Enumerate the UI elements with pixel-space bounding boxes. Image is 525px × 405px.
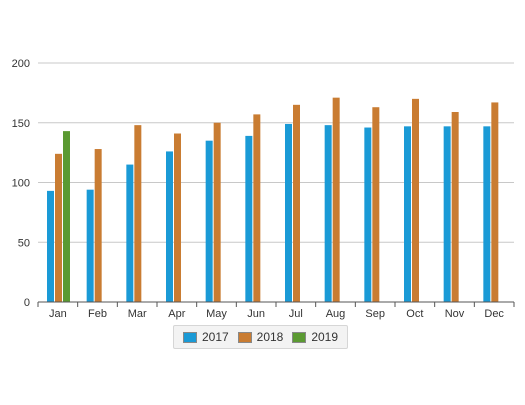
y-tick-label-50: 50 <box>18 237 30 249</box>
x-tick-label-may: May <box>206 308 227 320</box>
x-tick-label-jan: Jan <box>49 308 67 320</box>
bar-2017-nov <box>443 126 451 303</box>
x-tick-label-nov: Nov <box>445 308 465 320</box>
bar-2017-jul <box>285 123 292 302</box>
bar-2018-apr <box>174 133 181 302</box>
legend-label-2019: 2019 <box>311 330 339 344</box>
bar-2017-sep <box>364 127 372 302</box>
bar-2018-oct <box>412 98 419 302</box>
x-tick-label-dec: Dec <box>484 308 504 320</box>
legend-swatch-2019 <box>292 331 307 343</box>
bar-2018-nov <box>451 111 459 303</box>
x-tick-label-apr: Apr <box>168 308 185 320</box>
y-tick-label-150: 150 <box>12 118 30 130</box>
bar-2018-feb <box>94 149 102 302</box>
bar-2019-jan <box>63 131 70 302</box>
x-axis <box>37 301 515 307</box>
y-tick-label-200: 200 <box>12 58 30 70</box>
legend-item-2019[interactable]: 2019 <box>292 330 338 344</box>
x-tick-label-feb: Feb <box>88 308 107 320</box>
bar-2017-may <box>205 140 213 302</box>
x-tick-label-jun: Jun <box>247 308 265 320</box>
legend-label-2018: 2018 <box>256 330 284 344</box>
bar-2017-jan <box>47 190 54 302</box>
legend-item-2017[interactable]: 2017 <box>182 330 229 344</box>
bar-2018-aug <box>332 97 340 302</box>
legend-swatch-2018 <box>237 331 252 343</box>
bar-2017-aug <box>324 125 332 302</box>
x-tick-label-sep: Sep <box>365 308 385 320</box>
bar-2018-jan <box>55 153 62 302</box>
legend-label-2017: 2017 <box>201 330 229 344</box>
x-tick-label-aug: Aug <box>326 308 346 320</box>
bar-2018-may <box>213 122 221 302</box>
x-axis-ticks: Jan Feb Mar Apr May Jun Jul Aug Sep Oct Nov Dec <box>49 308 504 320</box>
bar-2018-mar <box>134 125 142 302</box>
gridlines <box>38 62 514 243</box>
bar-2017-dec <box>483 126 491 303</box>
legend-swatch-2017 <box>182 331 197 343</box>
x-tick-label-oct: Oct <box>406 308 423 320</box>
bar-2017-oct <box>404 126 411 303</box>
y-tick-label-100: 100 <box>12 178 30 190</box>
bar-2017-feb <box>86 189 94 302</box>
bar-2017-mar <box>126 164 134 302</box>
bar-2018-jun <box>253 114 261 302</box>
bar-2017-apr <box>166 151 173 302</box>
x-tick-label-mar: Mar <box>128 308 147 320</box>
bar-2018-jul <box>293 104 300 302</box>
y-axis-ticks: 0 50 100 150 200 <box>12 58 30 309</box>
bar-2018-dec <box>491 102 499 302</box>
bar-2018-sep <box>372 107 380 302</box>
legend: 2017 2018 2019 <box>173 325 348 349</box>
bar-2017-jun <box>245 135 253 302</box>
x-tick-label-jul: Jul <box>289 308 303 320</box>
y-tick-label-0: 0 <box>24 297 30 309</box>
bars <box>47 97 499 303</box>
legend-item-2018[interactable]: 2018 <box>237 330 284 344</box>
